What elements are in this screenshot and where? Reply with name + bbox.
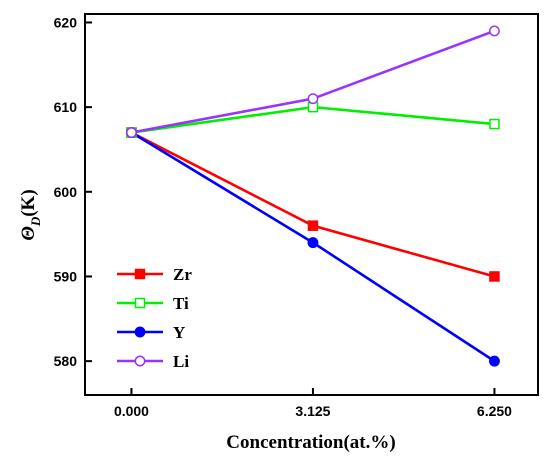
data-point-ti: [489, 118, 500, 130]
data-point-li: [488, 25, 500, 37]
legend-label-zr: Zr: [173, 265, 192, 284]
series-line-li: [131, 29, 495, 134]
axis-ticks: 580 590 600 610 620 0.000 3.125 6.250: [54, 14, 513, 419]
data-point-li: [307, 93, 319, 105]
legend-marker-y: [134, 326, 146, 338]
y-tick-label: 610: [54, 99, 78, 115]
y-tick-label: 600: [54, 184, 78, 200]
y-axis-label-symbol: Θ: [18, 226, 39, 241]
y-axis-label-unit: (K): [18, 189, 39, 216]
data-point-zr: [307, 220, 319, 231]
y-tick-label: 580: [54, 353, 78, 369]
x-tick-label: 0.000: [114, 403, 149, 419]
y-axis-label: ΘD(K): [18, 189, 43, 240]
data-point-y: [488, 355, 500, 367]
y-axis-label-subscript: D: [28, 216, 43, 227]
legend-marker-li: [134, 355, 146, 367]
data-point-y: [307, 237, 319, 249]
legend-label-ti: Ti: [173, 294, 189, 313]
legend: Zr Ti Y Li: [117, 265, 192, 371]
y-tick-label: 620: [54, 14, 78, 30]
legend-label-li: Li: [173, 352, 189, 371]
plot-frame: [84, 13, 539, 396]
x-tick-label: 3.125: [295, 403, 330, 419]
data-point-zr: [489, 271, 500, 282]
y-tick-label: 590: [54, 268, 78, 284]
x-tick-label: 6.250: [477, 403, 512, 419]
legend-marker-zr: [134, 268, 146, 280]
x-axis-label: Concentration(at.%): [226, 432, 395, 453]
plot-marks: [126, 25, 500, 367]
svg-text:ΘD(K): ΘD(K): [18, 189, 43, 240]
legend-marker-ti: [134, 297, 146, 309]
series-line-zr: [130, 131, 495, 278]
data-point-li: [126, 127, 137, 138]
legend-label-y: Y: [173, 323, 185, 342]
